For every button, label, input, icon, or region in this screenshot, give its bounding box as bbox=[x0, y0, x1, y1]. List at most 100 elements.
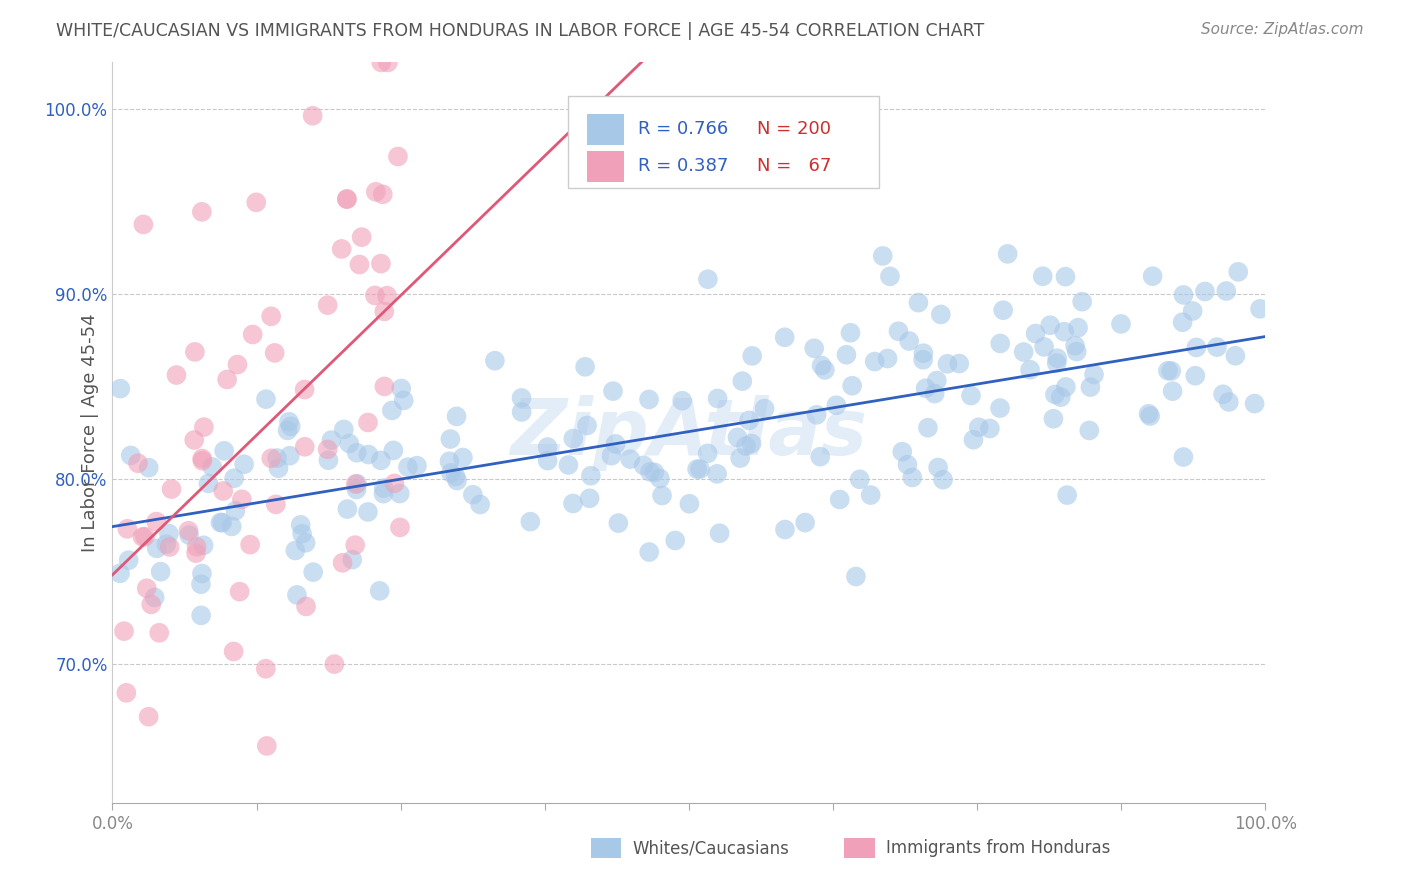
Point bbox=[370, 453, 392, 467]
Point bbox=[263, 346, 285, 360]
Text: ZipAtlas: ZipAtlas bbox=[510, 394, 868, 471]
Point bbox=[1054, 380, 1077, 394]
Point bbox=[960, 388, 983, 402]
Point bbox=[925, 374, 948, 388]
Point bbox=[242, 327, 264, 342]
Point bbox=[828, 492, 851, 507]
Point bbox=[245, 195, 267, 210]
Point bbox=[1227, 265, 1250, 279]
Point bbox=[1194, 285, 1216, 299]
Point bbox=[810, 359, 832, 373]
Point bbox=[1078, 424, 1101, 438]
Point bbox=[224, 471, 246, 485]
Text: N = 200: N = 200 bbox=[756, 120, 831, 138]
Point bbox=[562, 496, 585, 510]
Point bbox=[266, 451, 288, 466]
Point bbox=[839, 326, 862, 340]
Point bbox=[267, 461, 290, 475]
Point bbox=[1206, 340, 1229, 354]
Point bbox=[1139, 409, 1161, 423]
Point bbox=[461, 488, 484, 502]
Point bbox=[1025, 326, 1047, 341]
Point bbox=[773, 330, 796, 344]
Point bbox=[671, 393, 693, 408]
Point bbox=[879, 269, 901, 284]
Point bbox=[734, 439, 756, 453]
Point bbox=[333, 422, 356, 436]
Point bbox=[651, 489, 673, 503]
Point bbox=[825, 398, 848, 412]
Point bbox=[186, 540, 208, 554]
Point bbox=[638, 545, 661, 559]
Point bbox=[332, 556, 354, 570]
Point bbox=[346, 483, 368, 497]
Point bbox=[127, 456, 149, 470]
Point bbox=[118, 553, 141, 567]
Point bbox=[145, 515, 167, 529]
Point bbox=[166, 368, 188, 382]
Point bbox=[368, 583, 391, 598]
Point bbox=[342, 552, 364, 566]
Point bbox=[808, 450, 831, 464]
Point bbox=[887, 324, 910, 338]
Point bbox=[841, 378, 863, 392]
Point bbox=[357, 505, 380, 519]
Point bbox=[979, 421, 1001, 435]
Point bbox=[301, 109, 323, 123]
Point bbox=[254, 662, 277, 676]
Point bbox=[134, 530, 156, 544]
Point bbox=[1215, 284, 1237, 298]
Point bbox=[607, 516, 630, 530]
Point bbox=[754, 401, 776, 416]
Point bbox=[896, 458, 918, 472]
Point bbox=[375, 288, 398, 302]
Point bbox=[709, 526, 731, 541]
Point bbox=[936, 357, 959, 371]
Point bbox=[337, 436, 360, 450]
Point bbox=[1161, 384, 1184, 398]
Point bbox=[389, 382, 412, 396]
Point bbox=[382, 443, 405, 458]
Point bbox=[600, 449, 623, 463]
Point bbox=[155, 537, 177, 551]
Text: R = 0.387: R = 0.387 bbox=[638, 157, 728, 175]
Point bbox=[1142, 269, 1164, 284]
Point bbox=[773, 523, 796, 537]
Point bbox=[731, 374, 754, 388]
Point bbox=[160, 482, 183, 496]
Point bbox=[148, 625, 170, 640]
Point bbox=[159, 540, 181, 554]
Point bbox=[373, 486, 395, 500]
Point bbox=[1046, 356, 1069, 370]
Point bbox=[387, 149, 409, 163]
Point bbox=[184, 345, 207, 359]
Point bbox=[439, 454, 461, 468]
Point bbox=[664, 533, 686, 548]
Point bbox=[295, 599, 318, 614]
Point bbox=[191, 454, 214, 468]
Point bbox=[835, 348, 858, 362]
Point bbox=[221, 519, 243, 533]
Point bbox=[256, 739, 278, 753]
Point bbox=[294, 536, 316, 550]
Point bbox=[927, 460, 949, 475]
Point bbox=[1033, 340, 1056, 354]
Point bbox=[212, 483, 235, 498]
Point bbox=[738, 413, 761, 427]
Point bbox=[1249, 301, 1271, 316]
Point bbox=[316, 298, 339, 312]
Point bbox=[316, 442, 339, 457]
Point bbox=[212, 443, 235, 458]
Point bbox=[346, 446, 368, 460]
Point bbox=[373, 481, 395, 495]
Point bbox=[373, 304, 395, 318]
Point bbox=[349, 258, 371, 272]
Point bbox=[108, 566, 131, 581]
Point bbox=[135, 581, 157, 595]
Point bbox=[446, 409, 468, 424]
Point bbox=[451, 450, 474, 465]
Point bbox=[1053, 325, 1076, 339]
Point bbox=[727, 430, 749, 444]
Point bbox=[344, 477, 367, 491]
Point bbox=[323, 657, 346, 672]
